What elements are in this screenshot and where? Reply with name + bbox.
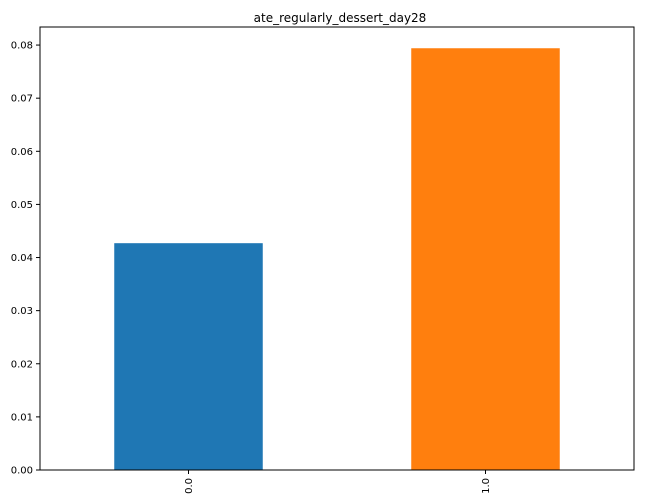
bar-0.0 — [114, 243, 263, 470]
y-tick-label: 0.04 — [11, 253, 33, 264]
x-axis: 0.0 1.0 — [184, 470, 492, 494]
chart-title: ate_regularly_dessert_day28 — [254, 11, 427, 25]
bar-1.0 — [411, 48, 560, 470]
y-tick-label: 0.03 — [11, 306, 33, 317]
y-tick-label: 0.05 — [11, 200, 33, 211]
y-tick-label: 0.00 — [11, 466, 33, 477]
bars — [114, 48, 560, 470]
y-tick-label: 0.07 — [11, 94, 33, 105]
plot-frame — [39, 26, 635, 471]
y-tick-label: 0.08 — [11, 41, 33, 52]
y-tick-label: 0.06 — [11, 147, 33, 158]
x-tick-label: 1.0 — [481, 478, 492, 494]
y-tick-label: 0.02 — [11, 359, 33, 370]
y-tick-label: 0.01 — [11, 412, 33, 423]
x-tick-label: 0.0 — [184, 478, 195, 494]
y-axis: 0.00 0.01 0.02 0.03 0.04 0.05 0.06 0.07 0.08 — [11, 41, 40, 477]
